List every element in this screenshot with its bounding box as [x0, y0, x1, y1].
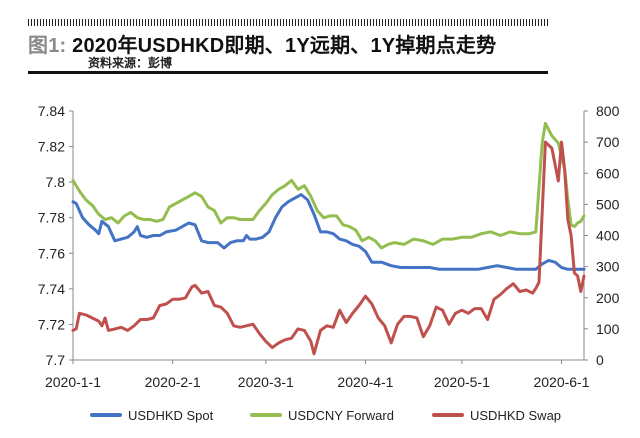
- x-tick-label: 2020-5-1: [434, 374, 490, 390]
- legend-item-swap: USDHKD Swap: [432, 405, 561, 425]
- legend-swatch-forward: [250, 413, 282, 417]
- y-left-tick-label: 7.78: [38, 210, 65, 226]
- legend-label-swap: USDHKD Swap: [470, 407, 562, 423]
- x-tick-label: 2020-4-1: [337, 374, 393, 390]
- y-right-tick-label: 800: [596, 103, 620, 119]
- x-tick-label: 2020-3-1: [238, 374, 294, 390]
- y-right-tick-label: 500: [596, 196, 620, 212]
- legend-label-spot: USDHKD Spot: [128, 407, 214, 423]
- y-right-tick-label: 300: [596, 259, 620, 275]
- y-right-tick-label: 400: [596, 228, 620, 244]
- title-hatch-bar: [28, 19, 548, 26]
- y-left-tick-label: 7.84: [38, 103, 65, 119]
- series-line-spot: [71, 193, 586, 271]
- chart-legend: USDHKD Spot USDCNY Forward USDHKD Swap: [0, 405, 640, 425]
- y-right-tick-label: 0: [596, 352, 604, 368]
- y-left-tick-label: 7.8: [46, 174, 66, 190]
- legend-swatch-swap: [432, 413, 464, 417]
- legend-item-forward: USDCNY Forward: [250, 405, 394, 425]
- legend-swatch-spot: [90, 413, 122, 417]
- y-right-tick-label: 100: [596, 321, 620, 337]
- figure-source: 资料来源：彭博: [88, 56, 173, 70]
- legend-item-spot: USDHKD Spot: [90, 405, 213, 425]
- y-left-tick-label: 7.82: [38, 139, 65, 155]
- y-left-tick-label: 7.72: [38, 316, 65, 332]
- y-left-tick-label: 7.7: [46, 352, 66, 368]
- x-tick-label: 2020-2-1: [145, 374, 201, 390]
- x-tick-label: 2020-1-1: [45, 374, 101, 390]
- figure-title: 图1: 2020年USDHKD即期、1Y远期、1Y掉期点走势: [28, 29, 588, 58]
- y-right-tick-label: 700: [596, 134, 620, 150]
- series-line-forward: [71, 121, 586, 250]
- figure-title-text: 2020年USDHKD即期、1Y远期、1Y掉期点走势: [72, 35, 497, 57]
- title-underline: [28, 71, 548, 74]
- y-right-tick-label: 600: [596, 165, 620, 181]
- series-line-swap: [71, 140, 586, 356]
- y-right-tick-label: 200: [596, 290, 620, 306]
- figure-number: 图1:: [28, 35, 67, 57]
- legend-label-forward: USDCNY Forward: [288, 407, 394, 423]
- x-tick-label: 2020-6-1: [533, 374, 589, 390]
- y-left-tick-label: 7.76: [38, 245, 65, 261]
- y-left-tick-label: 7.74: [38, 281, 65, 297]
